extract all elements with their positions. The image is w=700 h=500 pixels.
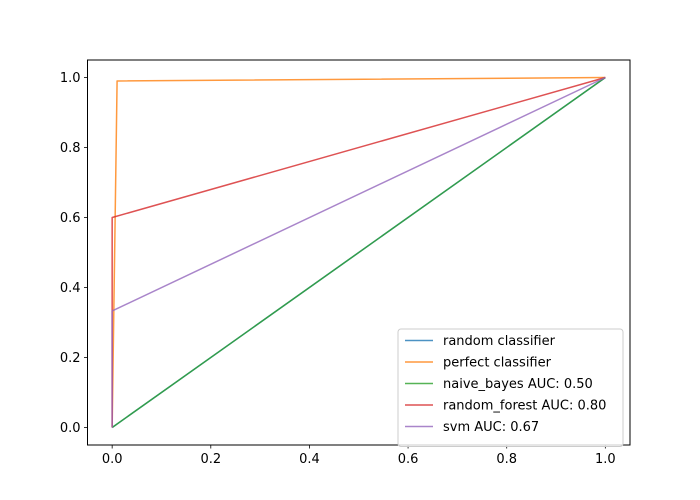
legend-label: svm AUC: 0.67 [443, 420, 539, 435]
y-tick-label: 0.0 [60, 421, 81, 436]
x-tick-label: 0.4 [299, 452, 320, 467]
series-line-2 [111, 76, 606, 429]
legend-label: perfect classifier [443, 356, 552, 371]
legend-label: naive_bayes AUC: 0.50 [443, 377, 593, 392]
x-tick-label: 0.6 [398, 452, 419, 467]
series-line-1 [111, 76, 606, 428]
y-tick-label: 1.0 [60, 71, 81, 86]
x-tick-label: 0.8 [496, 452, 517, 467]
legend-label: random classifier [443, 334, 556, 349]
x-tick-label: 0.0 [102, 452, 123, 467]
x-tick-label: 0.2 [200, 452, 221, 467]
plot-lines [111, 76, 606, 429]
plot-frame [87, 59, 631, 446]
legend-label: random_forest AUC: 0.80 [443, 399, 606, 414]
y-tick-label: 0.2 [60, 351, 81, 366]
y-axis: 0.0 0.2 0.4 0.6 0.8 1.0 [60, 71, 88, 436]
y-tick-label: 0.8 [60, 141, 81, 156]
legend-box [397, 328, 624, 447]
series-line-4 [111, 76, 606, 428]
y-tick-label: 0.6 [60, 211, 81, 226]
y-tick-label: 0.4 [60, 281, 81, 296]
x-tick-label: 1.0 [595, 452, 616, 467]
x-axis: 0.0 0.2 0.4 0.6 0.8 1.0 [102, 445, 616, 467]
legend: random classifier perfect classifier naive… [397, 328, 624, 447]
